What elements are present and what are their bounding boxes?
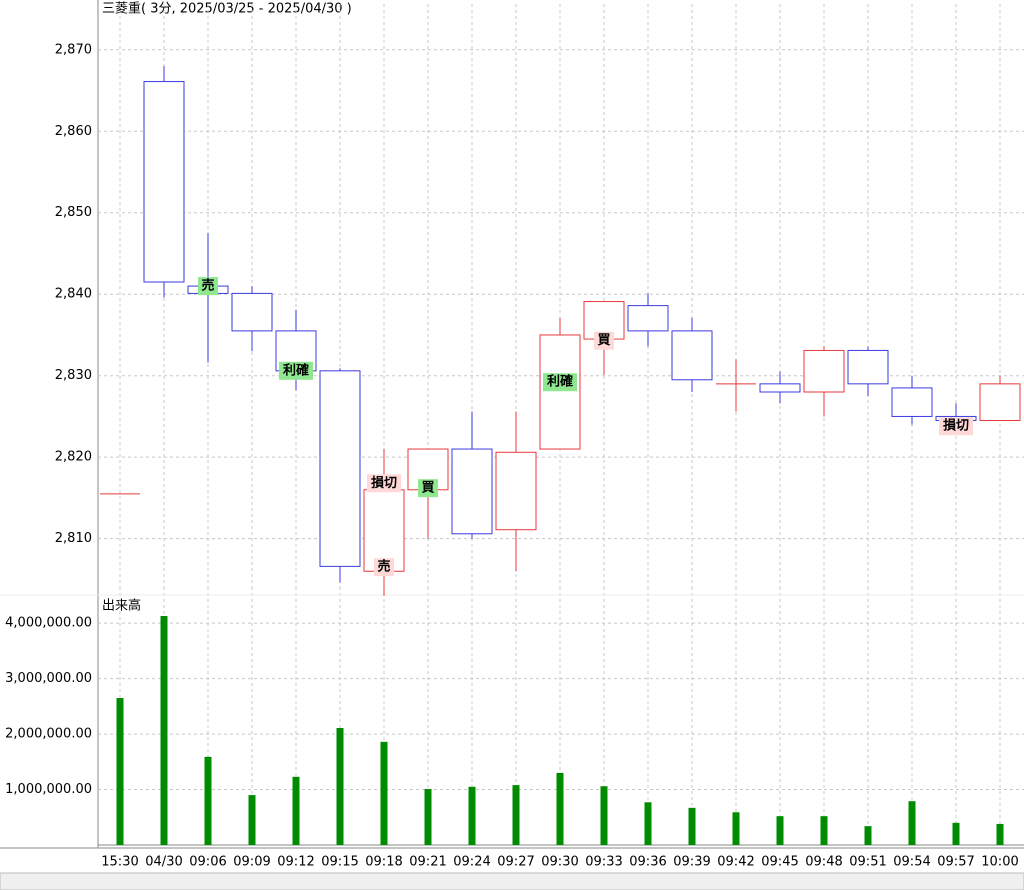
- candle-body: [847, 349, 889, 385]
- volume-bar: [644, 802, 652, 845]
- y-tick-label: 3,000,000.00: [5, 671, 92, 686]
- candle-body: [231, 292, 273, 332]
- y-tick-label: 2,820: [55, 450, 92, 465]
- volume-bar: [424, 788, 432, 845]
- candle-body: [803, 349, 845, 393]
- x-tick-label: 09:27: [497, 855, 534, 870]
- volume-bar: [556, 772, 564, 845]
- x-tick-label: 09:09: [233, 855, 270, 870]
- signal-label: 売: [201, 278, 214, 294]
- signal-label: 売: [377, 559, 390, 575]
- x-tick-label: 09:42: [717, 855, 754, 870]
- candle-body: [143, 81, 185, 283]
- candle-body: [891, 387, 933, 417]
- volume-bar: [336, 727, 344, 845]
- signal-badge: [543, 373, 577, 392]
- x-tick-label: 09:24: [453, 855, 490, 870]
- volume-bar: [908, 801, 916, 845]
- signal-badge: [939, 417, 973, 436]
- scrollbar: [0, 872, 1024, 890]
- y-tick-label: 2,830: [55, 368, 92, 383]
- y-tick-label: 2,870: [55, 42, 92, 57]
- x-tick-label: 10:00: [981, 855, 1018, 870]
- y-tick-label: 2,840: [55, 287, 92, 302]
- x-tick-label: 09:54: [893, 855, 930, 870]
- volume-bar: [248, 795, 256, 845]
- x-tick-label: 09:36: [629, 855, 666, 870]
- signal-label: 利確: [283, 362, 309, 378]
- x-tick-label: 09:33: [585, 855, 622, 870]
- x-tick-label: 09:57: [937, 855, 974, 870]
- volume-bar: [864, 826, 872, 845]
- x-tick-label: 09:15: [321, 855, 358, 870]
- x-tick-label: 09:18: [365, 855, 402, 870]
- volume-bar: [820, 816, 828, 845]
- x-tick-label: 04/30: [145, 855, 182, 870]
- volume-bar: [204, 756, 212, 845]
- signal-badge: [198, 277, 218, 296]
- y-tick-label: 1,000,000.00: [5, 782, 92, 797]
- y-tick-label: 2,810: [55, 531, 92, 546]
- signal-badge: [367, 474, 401, 493]
- volume-bar: [732, 812, 740, 845]
- candle-body: [495, 451, 537, 531]
- candle-body: [539, 334, 581, 450]
- x-tick-label: 09:21: [409, 855, 446, 870]
- candle-body: [671, 330, 713, 381]
- volume-title: 出来高: [102, 598, 141, 614]
- x-tick-label: 09:39: [673, 855, 710, 870]
- candle-body: [627, 305, 669, 332]
- volume-bar: [996, 823, 1004, 845]
- x-tick-label: 09:51: [849, 855, 886, 870]
- x-tick-label: 09:45: [761, 855, 798, 870]
- signal-badge: [374, 558, 394, 577]
- volume-bar: [380, 741, 388, 845]
- volume-bar: [160, 615, 168, 845]
- volume-bar: [776, 816, 784, 845]
- x-tick-label: 09:06: [189, 855, 226, 870]
- chart-title: 三菱重( 3分, 2025/03/25 - 2025/04/30 ): [102, 1, 352, 17]
- signal-badge: [279, 361, 313, 380]
- signal-label: 買: [421, 481, 434, 496]
- x-tick-label: 09:48: [805, 855, 842, 870]
- volume-bar: [512, 785, 520, 845]
- candle-body: [319, 370, 361, 567]
- signal-badge: [594, 331, 614, 350]
- candle-body: [759, 383, 801, 393]
- volume-bar: [688, 807, 696, 845]
- y-tick-label: 2,860: [55, 124, 92, 139]
- y-tick-label: 2,850: [55, 205, 92, 220]
- candle-body: [979, 383, 1021, 422]
- volume-bar: [952, 822, 960, 845]
- volume-bar: [600, 786, 608, 845]
- x-tick-label: 15:30: [101, 855, 138, 870]
- signal-label: 損切: [943, 418, 969, 434]
- x-tick-label: 09:30: [541, 855, 578, 870]
- candle-body: [451, 448, 493, 535]
- signal-badge: [418, 479, 438, 498]
- volume-bar: [468, 786, 476, 845]
- volume-bar: [116, 698, 124, 845]
- x-tick-label: 09:12: [277, 855, 314, 870]
- signal-label: 損切: [371, 475, 397, 491]
- y-tick-label: 2,000,000.00: [5, 727, 92, 742]
- signal-label: 買: [597, 333, 610, 348]
- y-tick-label: 4,000,000.00: [5, 616, 92, 631]
- volume-bar: [292, 776, 300, 845]
- signal-label: 利確: [547, 374, 573, 390]
